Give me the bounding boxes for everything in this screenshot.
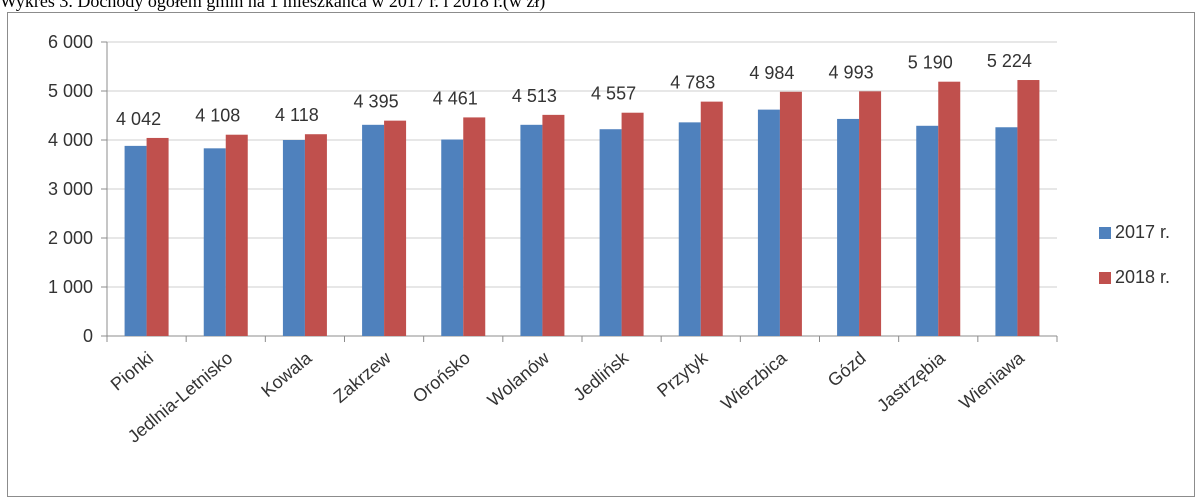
bar-2017 [599,129,622,336]
data-label: 4 984 [749,63,794,83]
category-label: Orońsko [409,348,474,407]
y-tick-label: 2 000 [48,228,93,248]
bar-2018 [542,114,565,336]
bar-2018 [463,117,486,336]
data-label: 5 224 [987,51,1032,71]
category-label: Jedlińsk [569,347,632,405]
legend-swatch-2018 [1099,272,1111,284]
data-label: 5 190 [908,53,953,73]
bar-2018 [1017,80,1040,336]
category-label: Pionki [107,348,157,395]
category-label: Kowala [257,347,316,401]
bar-2018 [304,134,327,336]
data-label: 4 108 [195,106,240,126]
legend-swatch-2017 [1099,227,1111,239]
data-label: 4 993 [829,62,874,82]
bar-2018 [225,134,248,336]
category-label: Zakrzew [330,347,396,407]
bar-2017 [995,127,1018,336]
chart-caption: Wykres 3. Dochody ogółem gmin na 1 miesz… [0,0,546,11]
bar-2018 [384,120,407,337]
bar-2017 [124,145,147,336]
y-tick-label: 0 [83,326,93,346]
bar-2017 [282,140,305,336]
y-tick-label: 6 000 [48,32,93,52]
bar-2017 [757,109,780,337]
data-label: 4 461 [433,88,478,108]
category-label: Jastrzębia [873,347,949,416]
data-label: 4 783 [670,73,715,93]
bar-2017 [203,148,226,336]
bar-2018 [938,81,961,336]
legend-label: 2018 r. [1115,267,1170,287]
data-label: 4 118 [275,105,319,125]
bar-2017 [362,124,385,336]
legend-label: 2017 r. [1115,222,1170,242]
data-label: 4 395 [354,92,399,112]
category-label: Wolanów [484,347,554,410]
bar-2018 [146,137,169,336]
bar-2018 [779,91,802,336]
y-tick-label: 5 000 [48,81,93,101]
data-label: 4 513 [512,86,557,106]
category-label: Przytyk [653,347,712,401]
bar-2017 [837,118,860,337]
category-label: Wierzbica [717,347,791,414]
bar-2017 [520,124,543,336]
data-label: 4 557 [591,84,636,104]
bar-2017 [678,122,701,336]
data-label: 4 042 [116,109,161,129]
category-label: Gózd [824,348,870,391]
bar-2018 [621,112,644,336]
bar-2018 [700,101,723,337]
bar-2017 [916,125,939,336]
y-tick-label: 4 000 [48,130,93,150]
y-tick-label: 3 000 [48,179,93,199]
y-tick-label: 1 000 [48,277,93,297]
bar-2017 [441,139,464,336]
category-label: Wieniawa [955,347,1028,413]
bar-2018 [859,91,882,336]
